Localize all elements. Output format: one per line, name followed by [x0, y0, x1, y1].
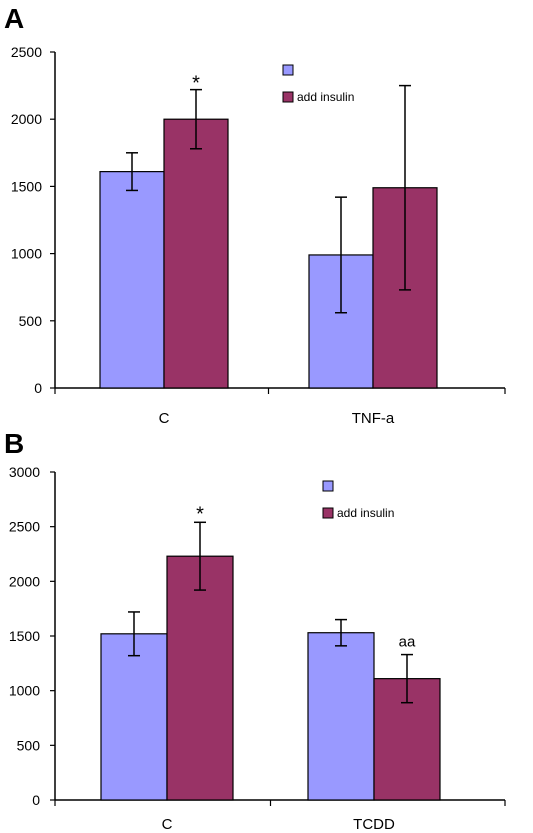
y-tick-label: 0 [34, 380, 42, 396]
annotation: * [192, 73, 200, 95]
y-tick-label: 1000 [11, 246, 42, 262]
chart-panel-1: A 0 500 1000 1500 2000 2500 C TNF-a * add insulin [4, 3, 506, 427]
legend-swatch [282, 91, 294, 103]
annotation: aa [399, 634, 416, 651]
x-tick-label: TNF-a [352, 410, 395, 427]
x-tick-label: TCDD [353, 816, 395, 833]
y-tick-label: 2500 [9, 519, 40, 535]
bar [100, 633, 168, 801]
y-tick-label: 1500 [9, 628, 40, 644]
y-tick-label: 3000 [9, 464, 40, 480]
annotation: * [196, 503, 204, 525]
panel-label: A [4, 3, 24, 34]
bar [163, 118, 229, 389]
legend-swatch [322, 480, 334, 492]
panel-label: B [4, 428, 24, 459]
bar [307, 632, 375, 801]
bar [166, 555, 234, 801]
y-tick-label: 500 [19, 313, 43, 329]
legend-swatch [282, 64, 294, 76]
bar [99, 171, 165, 389]
y-tick-label: 2000 [9, 573, 40, 589]
legend-label: add insulin [297, 90, 354, 104]
x-tick-label: C [159, 410, 170, 427]
legend-swatch [322, 507, 334, 519]
y-tick-label: 500 [17, 737, 41, 753]
y-tick-label: 2000 [11, 111, 42, 127]
y-tick-label: 1500 [11, 178, 42, 194]
legend-label: add insulin [337, 506, 394, 520]
y-tick-label: 1000 [9, 683, 40, 699]
x-tick-label: C [162, 816, 173, 833]
chart-panel-2: B 0 500 1000 1500 2000 2500 3000 C TCDD * aa add ins… [4, 428, 506, 833]
y-tick-label: 2500 [11, 44, 42, 60]
y-tick-label: 0 [32, 792, 40, 808]
